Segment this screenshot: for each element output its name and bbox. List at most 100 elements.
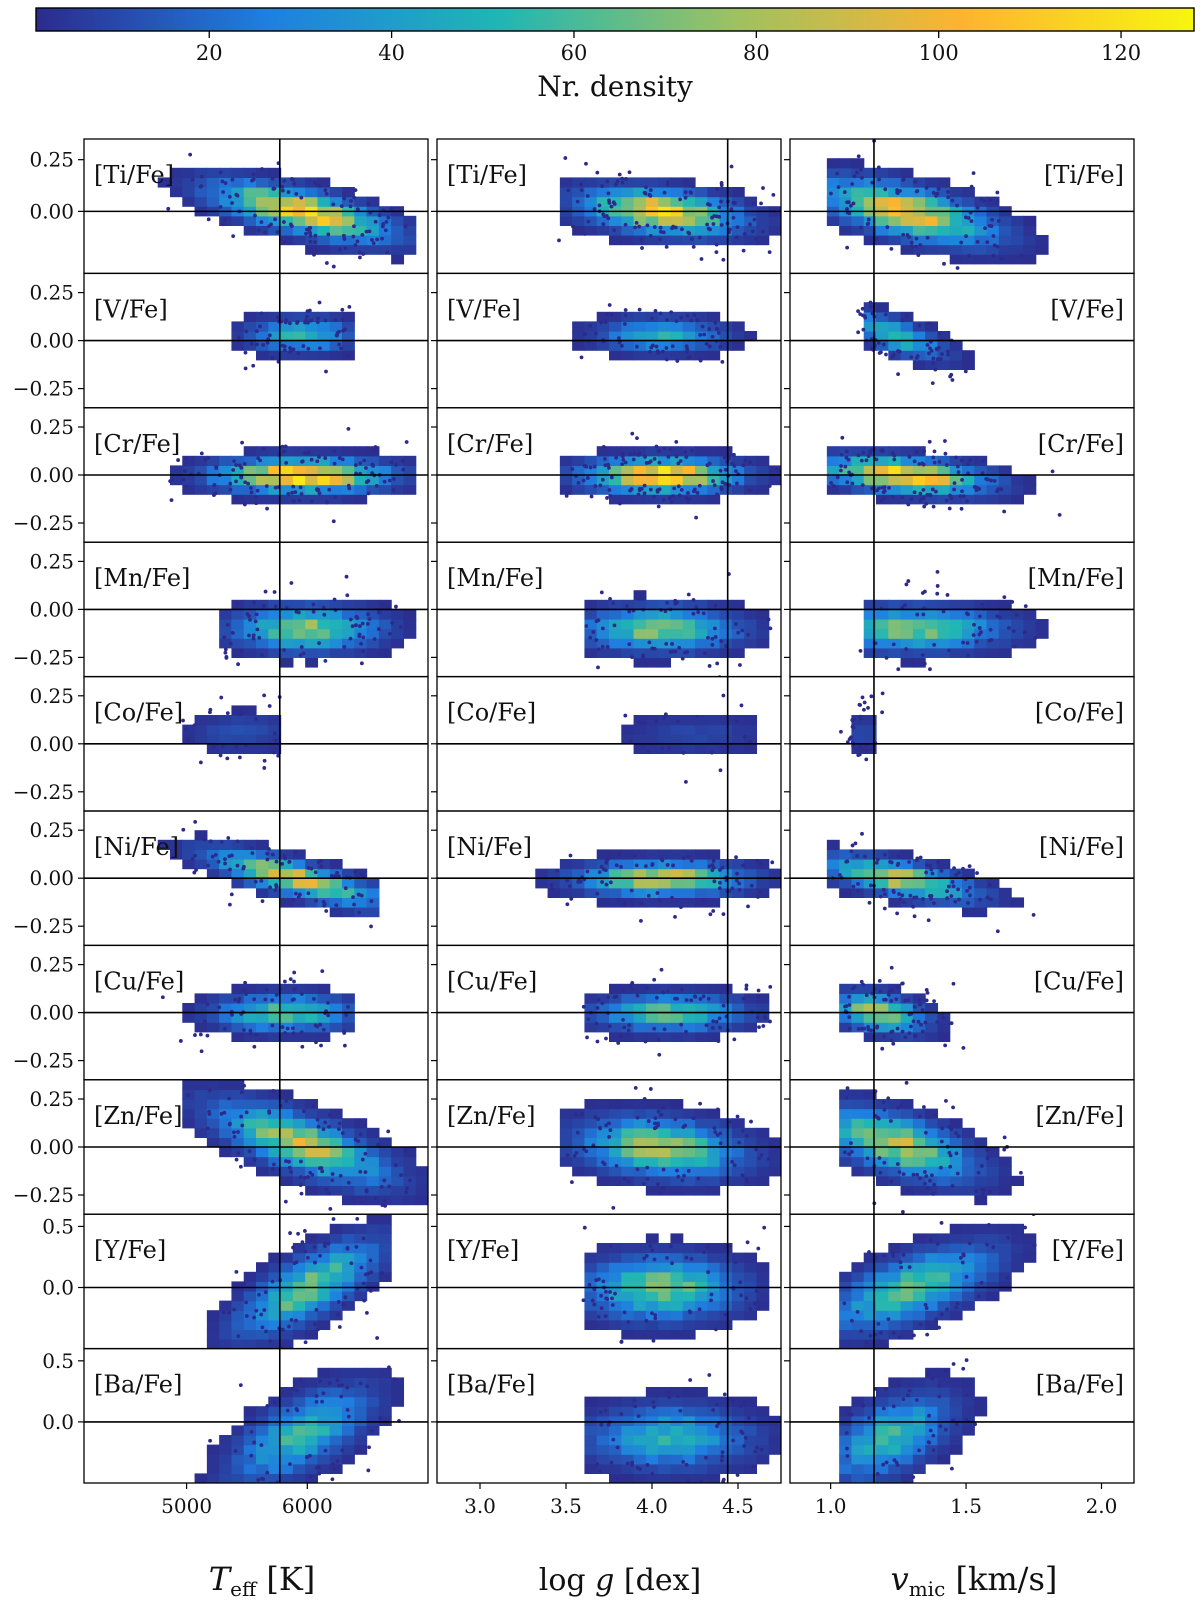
scatter-point — [876, 165, 881, 170]
scatter-point — [882, 496, 886, 501]
scatter-point — [847, 994, 852, 999]
histogram-bin — [949, 1310, 963, 1321]
scatter-point — [906, 998, 911, 1002]
histogram-bin — [256, 734, 269, 745]
histogram-bin — [596, 1425, 610, 1436]
scatter-point — [245, 612, 250, 616]
scatter-point — [305, 1455, 309, 1460]
histogram-bin — [633, 321, 647, 332]
histogram-bin — [658, 743, 672, 754]
scatter-point — [680, 987, 684, 992]
scatter-point — [647, 640, 652, 645]
histogram-bin — [695, 1156, 708, 1167]
scatter-point — [362, 1298, 367, 1303]
scatter-point — [358, 461, 363, 466]
scatter-point — [345, 1408, 350, 1412]
scatter-point — [706, 1270, 710, 1274]
scatter-point — [611, 200, 616, 205]
scatter-point — [593, 484, 598, 488]
histogram-bin — [986, 1185, 1000, 1196]
histogram-bin — [695, 983, 708, 994]
histogram-bin — [268, 177, 282, 188]
histogram-bin — [900, 1271, 914, 1282]
histogram-bin — [1023, 235, 1037, 246]
histogram-bin — [305, 484, 319, 495]
scatter-point — [918, 1322, 923, 1327]
scatter-point — [746, 632, 751, 637]
histogram-bin — [707, 215, 721, 226]
histogram-bin — [366, 1377, 380, 1388]
panel-plot-area — [790, 1214, 1134, 1349]
histogram-bin — [900, 1156, 914, 1167]
scatter-point — [181, 827, 186, 832]
scatter-point — [168, 479, 173, 484]
scatter-point — [918, 1176, 922, 1181]
scatter-point — [849, 849, 854, 854]
scatter-point — [639, 901, 644, 906]
scatter-point — [900, 605, 905, 610]
histogram-bin — [584, 1396, 598, 1407]
scatter-point — [932, 1112, 937, 1117]
histogram-bin — [342, 1252, 355, 1263]
element-label: [Cr/Fe] — [94, 430, 180, 458]
scatter-point — [327, 1113, 332, 1117]
scatter-point — [920, 591, 925, 595]
histogram-bin — [1023, 1252, 1037, 1263]
scatter-point — [331, 264, 336, 269]
histogram-bin — [876, 215, 889, 226]
histogram-bin — [170, 177, 183, 188]
scatter-point — [756, 1306, 761, 1310]
histogram-bin — [342, 215, 355, 226]
histogram-bin — [876, 225, 889, 236]
histogram-bin — [633, 609, 647, 620]
histogram-bin — [354, 465, 368, 476]
scatter-point — [225, 711, 230, 715]
scatter-point — [203, 457, 208, 462]
scatter-point — [766, 1157, 771, 1161]
scatter-point — [850, 843, 855, 848]
scatter-point — [750, 229, 755, 234]
histogram-bin — [219, 1079, 233, 1090]
scatter-point — [735, 481, 739, 486]
scatter-point — [862, 700, 867, 705]
histogram-bin — [937, 868, 951, 879]
histogram-bin — [354, 1271, 368, 1282]
scatter-point — [850, 481, 855, 486]
scatter-point — [860, 175, 864, 180]
histogram-bin — [876, 167, 889, 178]
histogram-bin — [744, 1300, 758, 1311]
scatter-point — [911, 1172, 916, 1177]
scatter-point — [382, 1178, 387, 1183]
histogram-bin — [268, 859, 282, 870]
histogram-bin — [280, 859, 294, 870]
scatter-point — [737, 887, 742, 892]
scatter-point — [218, 170, 223, 175]
scatter-point — [903, 603, 907, 607]
scatter-point — [707, 327, 712, 331]
scatter-point — [741, 248, 746, 253]
histogram-bin — [366, 1127, 380, 1138]
scatter-point — [254, 1508, 258, 1512]
histogram-bin — [329, 897, 343, 908]
y-tick-label: 0.00 — [29, 866, 74, 890]
scatter-point — [684, 779, 688, 784]
histogram-bin — [900, 215, 914, 226]
scatter-point — [860, 831, 864, 836]
histogram-bin — [925, 647, 939, 658]
histogram-bin — [707, 868, 721, 879]
histogram-bin — [317, 1463, 331, 1474]
histogram-bin — [366, 455, 380, 466]
histogram-bin — [256, 1406, 269, 1417]
histogram-bin — [256, 1271, 269, 1282]
scatter-point — [609, 312, 614, 317]
scatter-point — [287, 1165, 292, 1170]
histogram-bin — [292, 1281, 306, 1292]
scatter-point — [874, 860, 879, 865]
histogram-bin — [900, 1099, 914, 1110]
scatter-point — [974, 1196, 979, 1201]
scatter-point — [956, 870, 961, 875]
histogram-bin — [645, 887, 659, 898]
histogram-bin — [974, 907, 988, 918]
scatter-point — [863, 315, 868, 320]
scatter-point — [359, 872, 364, 877]
